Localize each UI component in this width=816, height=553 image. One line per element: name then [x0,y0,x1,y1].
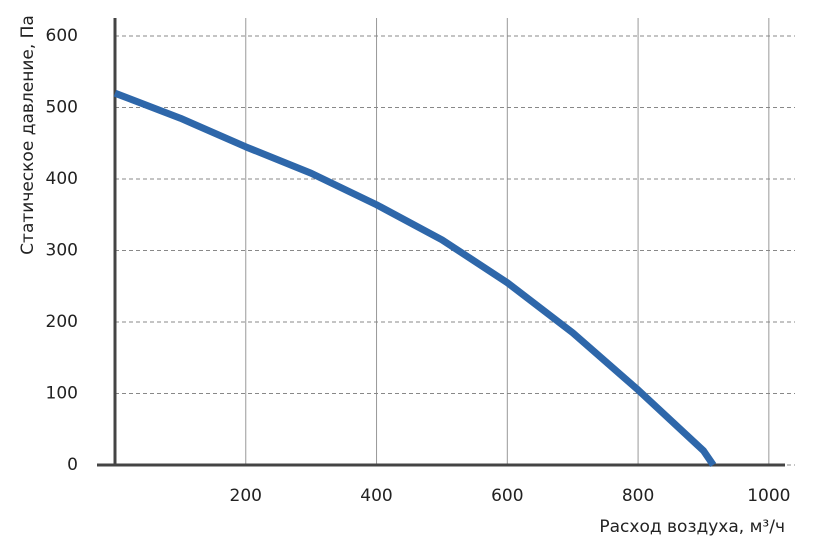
x-tick-label: 200 [230,486,262,506]
y-tick-label: 500 [46,98,78,118]
y-tick-label: 400 [46,169,78,189]
data-line [113,89,717,467]
x-tick-label: 400 [360,486,392,506]
y-axis-label: Статическое давление, Па [18,15,38,255]
y-tick-label: 0 [67,455,78,475]
x-tick-label: 600 [491,486,523,506]
x-axis-label: Расход воздуха, м³/ч [599,517,785,537]
y-tick-label: 200 [46,312,78,332]
x-tick-label: 800 [622,486,654,506]
x-tick-label: 1000 [747,486,790,506]
y-tick-label: 100 [46,384,78,404]
y-tick-label: 600 [46,26,78,46]
y-tick-label: 300 [46,241,78,261]
